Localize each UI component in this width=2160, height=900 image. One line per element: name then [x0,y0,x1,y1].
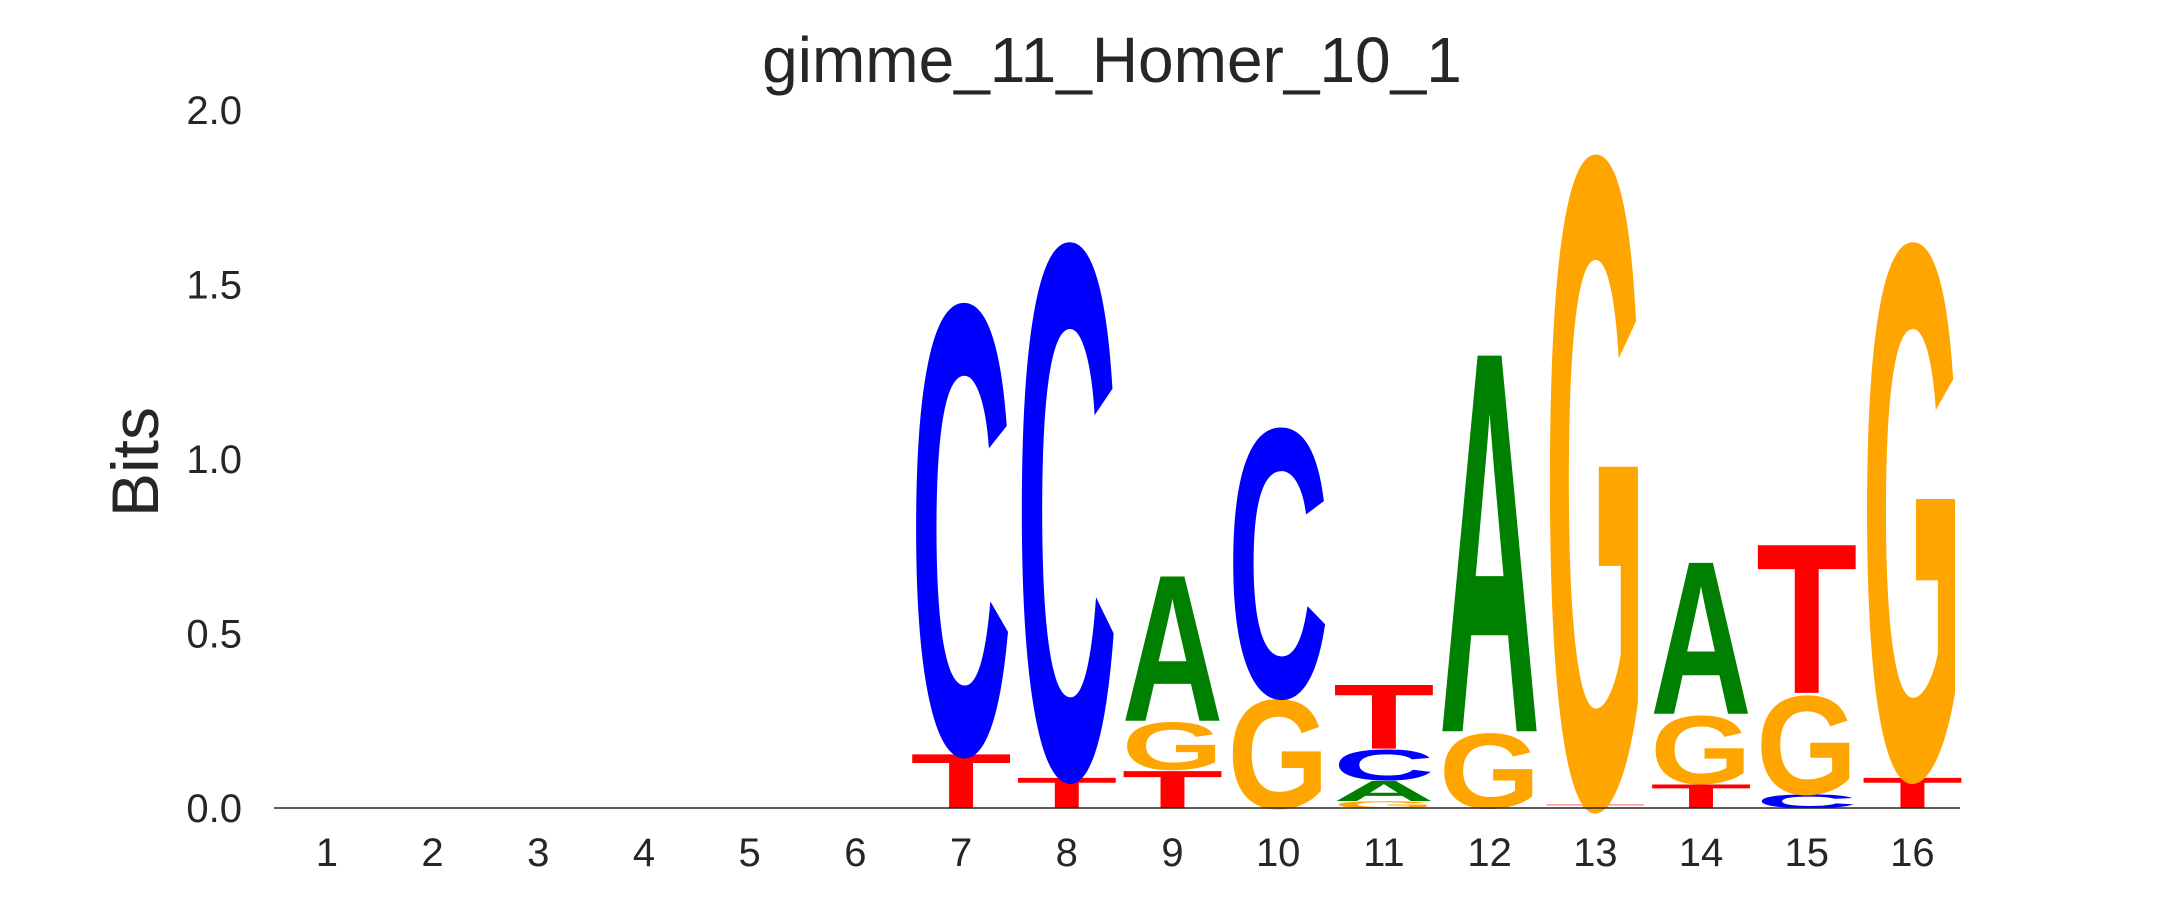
x-tick-label: 14 [1679,831,1724,875]
logo-letter-t: T [910,738,1011,825]
x-tick-label: 5 [739,831,761,875]
logo-letter-g: G [1122,709,1223,785]
x-tick-label: 10 [1256,831,1301,875]
logo-letter-t: T [1862,768,1963,817]
x-tick-label: 1 [316,831,338,875]
logo-letter-g: G [1227,668,1328,842]
logo-letter-c: C [1227,350,1328,779]
x-tick-label: 3 [527,831,549,875]
logo-letter-t: T [1333,665,1434,768]
x-tick-label: 8 [1056,831,1078,875]
logo-letter-c: C [1756,791,1857,813]
x-tick-label: 12 [1467,831,1512,875]
y-tick-label: 1.5 [186,264,242,308]
logo-letter-a: A [1650,516,1751,761]
logo-letter-g: G [1545,0,1646,900]
logo-letter-t: T [1756,498,1857,738]
chart-title: gimme_11_Homer_10_1 [762,24,1462,96]
y-tick-label: 1.0 [186,438,242,482]
logo-letter-t: T [1650,777,1751,815]
x-tick-label: 9 [1161,831,1183,875]
x-axis-ticks: 1 2 3 4 5 6 7 8 9 10 11 12 13 14 15 16 [316,831,1935,875]
logo-letter-g: G [1756,666,1857,824]
logo-letter-a: A [1333,775,1434,808]
logo-letter-t: T [1545,804,1646,809]
y-tick-label: 2.0 [186,89,242,133]
y-axis-label: Bits [98,407,172,517]
y-tick-label: 0.5 [186,613,242,657]
logo-letter-a: A [1439,238,1540,847]
x-tick-label: 6 [844,831,866,875]
logo-letter-c: C [910,169,1011,889]
x-tick-label: 4 [633,831,655,875]
logo-letter-g: G [1650,696,1751,804]
x-tick-label: 7 [950,831,972,875]
x-tick-label: 2 [421,831,443,875]
logo-letter-a: A [1122,530,1223,765]
logo-letter-g: G [1439,712,1540,831]
y-tick-label: 0.0 [186,787,242,831]
x-tick-label: 11 [1363,831,1405,875]
logo-letter-g: G [1862,85,1963,900]
x-tick-label: 16 [1890,831,1935,875]
x-tick-label: 13 [1573,831,1618,875]
logo-letter-t: T [1016,768,1117,817]
logo-letter-t: T [1122,760,1223,820]
logo-letter-g: G [1333,799,1434,810]
logo-letter-c: C [1016,84,1117,900]
x-tick-label: 15 [1784,831,1829,875]
logo-letter-c: C [1333,741,1434,790]
y-axis-ticks: 0.0 0.5 1.0 1.5 2.0 [186,89,242,831]
